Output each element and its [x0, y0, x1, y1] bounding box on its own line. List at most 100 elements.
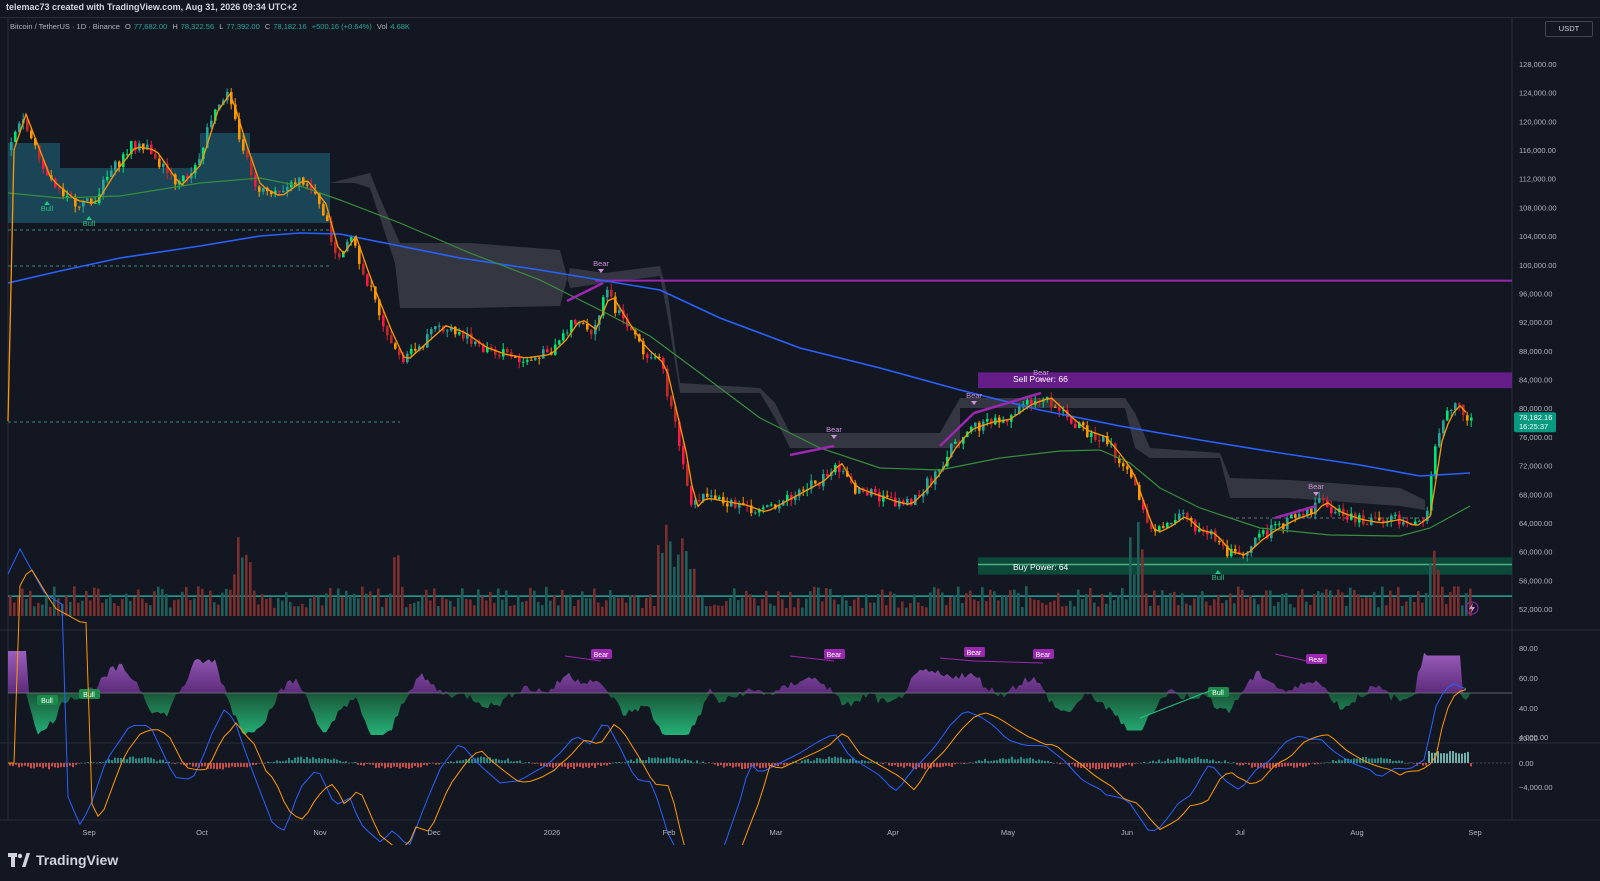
- price-axis-label: 124,000.00: [1519, 89, 1557, 98]
- volume-bar: [1137, 522, 1140, 616]
- macd-histogram-bar: [162, 759, 164, 763]
- tradingview-logo[interactable]: TradingView: [8, 852, 118, 868]
- macd-histogram-bar: [1134, 763, 1136, 764]
- volume-bar: [961, 602, 964, 616]
- volume-bar: [613, 596, 616, 616]
- time-axis-label: 2026: [544, 828, 561, 837]
- macd-histogram-bar: [39, 763, 41, 767]
- macd-histogram-bar: [63, 763, 65, 768]
- macd-histogram-bar: [216, 763, 218, 770]
- candle-body: [438, 325, 441, 327]
- macd-histogram-bar: [1074, 763, 1076, 767]
- price-axis-label: 120,000.00: [1519, 117, 1557, 126]
- macd-histogram-bar: [477, 757, 479, 763]
- volume-bar: [233, 574, 236, 616]
- volume-bar: [1345, 605, 1348, 616]
- macd-axis-label: 0.00: [1519, 759, 1534, 768]
- candle-body: [174, 174, 177, 185]
- macd-histogram-bar: [1449, 751, 1451, 763]
- macd-histogram-bar: [663, 758, 665, 763]
- macd-histogram-bar: [864, 760, 866, 763]
- candle-body: [1454, 403, 1457, 410]
- buy-zone[interactable]: [978, 557, 1512, 575]
- macd-histogram-bar: [324, 758, 326, 763]
- macd-histogram-bar: [300, 756, 302, 763]
- macd-histogram-bar: [723, 763, 725, 768]
- tradingview-logo-icon: [8, 853, 30, 867]
- macd-histogram-bar: [999, 758, 1001, 763]
- currency-button[interactable]: USDT: [1545, 21, 1593, 37]
- candle-body: [106, 176, 109, 180]
- macd-histogram-bar: [1209, 760, 1211, 763]
- volume-bar: [181, 591, 184, 616]
- price-axis-label: 84,000.00: [1519, 376, 1552, 385]
- rsi-axis-label: 60.00: [1519, 674, 1538, 683]
- candle-body: [494, 349, 497, 355]
- candle-body: [1438, 433, 1441, 447]
- macd-histogram-bar: [597, 763, 599, 765]
- candle-body: [898, 500, 901, 507]
- rsi-bear-label: Bear: [1309, 657, 1324, 664]
- candle-body: [374, 286, 377, 300]
- macd-histogram-bar: [897, 763, 899, 767]
- volume-bar: [341, 597, 344, 616]
- candle-body: [1054, 406, 1057, 408]
- volume-bar: [657, 545, 660, 616]
- bull-label: Bull: [1212, 573, 1225, 582]
- candle-body: [730, 500, 733, 507]
- volume-bar: [549, 600, 552, 616]
- macd-histogram-bar: [924, 763, 926, 770]
- macd-histogram-bar: [1374, 758, 1376, 763]
- macd-histogram-bar: [621, 762, 623, 764]
- macd-histogram-bar: [1260, 763, 1262, 768]
- candle-body: [590, 329, 593, 335]
- candle-body: [1314, 502, 1317, 515]
- macd-histogram-bar: [282, 761, 284, 763]
- rsi-overbought-fill: [8, 651, 1470, 693]
- sell-zone[interactable]: [978, 372, 1512, 389]
- volume-bar: [325, 593, 328, 616]
- macd-histogram-bar: [72, 763, 74, 768]
- macd-histogram-bar: [933, 763, 935, 767]
- candle-body: [358, 245, 361, 264]
- macd-histogram-bar: [1146, 762, 1148, 764]
- macd-histogram-bar: [474, 758, 476, 763]
- time-axis-label: Dec: [427, 828, 441, 837]
- macd-histogram-bar: [297, 757, 299, 763]
- macd-histogram-bar: [1263, 763, 1265, 769]
- candle-body: [1302, 513, 1305, 517]
- macd-histogram-bar: [1002, 758, 1004, 763]
- volume-bar: [1253, 598, 1256, 616]
- candle-body: [982, 421, 985, 431]
- volume-bar: [941, 592, 944, 616]
- macd-histogram-bar: [1440, 753, 1442, 763]
- volume-bar: [481, 596, 484, 616]
- candle-body: [366, 274, 369, 286]
- macd-histogram-bar: [993, 760, 995, 763]
- volume-bar: [13, 602, 16, 616]
- grey-cloud: [330, 173, 1425, 510]
- volume-bar: [245, 554, 248, 616]
- macd-histogram-bar: [1122, 763, 1124, 767]
- macd-histogram-bar: [1098, 763, 1100, 770]
- volume-bar: [893, 593, 896, 616]
- macd-histogram-bar: [741, 763, 743, 770]
- volume-bar: [93, 587, 96, 616]
- candle-body: [686, 464, 689, 486]
- macd-histogram-bar: [726, 763, 728, 767]
- volume-bar: [997, 600, 1000, 616]
- macd-histogram-bar: [243, 763, 245, 767]
- macd-histogram-bar: [156, 761, 158, 763]
- macd-histogram-bar: [942, 763, 944, 767]
- symbol-name[interactable]: Bitcoin / TetherUS · 1D · Binance: [10, 22, 120, 31]
- candle-body: [58, 186, 61, 189]
- macd-histogram-bar: [1269, 763, 1271, 769]
- lightning-icon[interactable]: [1465, 601, 1479, 615]
- macd-histogram-bar: [12, 763, 14, 767]
- macd-histogram-bar: [906, 763, 908, 766]
- macd-histogram-bar: [516, 760, 518, 763]
- candle-body: [1254, 537, 1257, 547]
- volume-bar: [473, 605, 476, 616]
- volume-bar: [109, 593, 112, 616]
